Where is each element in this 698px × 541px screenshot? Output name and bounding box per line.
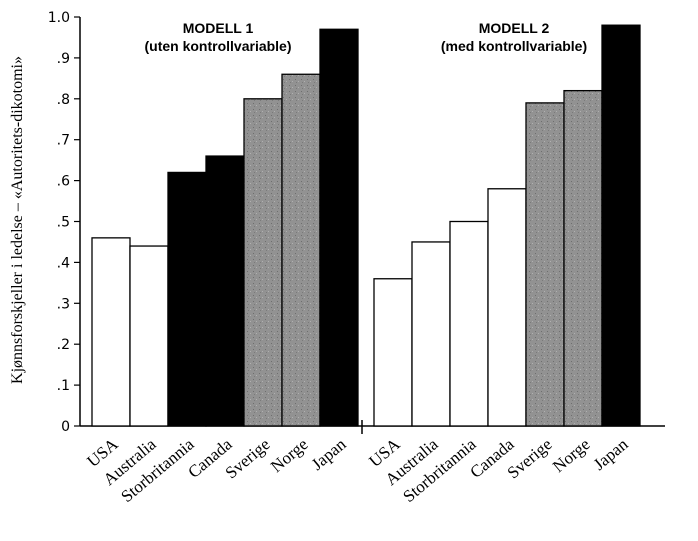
bar-japan [319, 28, 359, 427]
bar-canada [487, 188, 527, 427]
x-tick-label: Norge [267, 435, 312, 477]
y-tick-label: .5 [57, 215, 70, 231]
y-tick-label: .6 [57, 174, 70, 190]
bar-usa [91, 237, 131, 427]
y-tick-label: 1.0 [48, 10, 70, 26]
y-tick-label: .1 [57, 378, 70, 394]
y-tick-label: .8 [57, 92, 70, 108]
bar-japan [601, 24, 641, 427]
bar-usa [373, 278, 413, 427]
y-tick-label: .3 [57, 296, 70, 312]
x-tick-label: Norge [549, 435, 594, 477]
panel-1: MODELL 1(uten kontrollvariable)USAAustra… [83, 20, 359, 506]
x-tick-label: Japan [590, 434, 632, 474]
bar-sverige [243, 98, 283, 427]
bar-storbritannia [449, 220, 489, 427]
panel-subtitle: (med kontrollvariable) [441, 38, 587, 54]
y-tick-label: .9 [57, 51, 70, 67]
panel-title: MODELL 1 [183, 20, 254, 36]
panel-title: MODELL 2 [479, 20, 550, 36]
bar-norge [563, 89, 603, 427]
y-axis: 0 .1 .2 .3 .4 .5 .6 .7 .8 .9 1.0 [48, 10, 665, 435]
y-tick-label: .7 [57, 133, 70, 149]
y-tick-label: .2 [57, 337, 70, 353]
x-tick-label: Japan [308, 434, 350, 474]
y-axis-label: Kjønnsforskjeller i ledelse – «Autoritet… [9, 56, 26, 384]
bar-norge [281, 73, 321, 427]
y-tick-label: 0 [61, 419, 70, 435]
bar-sverige [525, 102, 565, 427]
bar-storbritannia [167, 171, 207, 427]
panel-subtitle: (uten kontrollvariable) [144, 38, 291, 54]
panel-2: MODELL 2(med kontrollvariable)USAAustral… [365, 20, 641, 506]
bar-canada [205, 155, 245, 427]
bar-australia [129, 245, 169, 427]
y-tick-label: .4 [57, 255, 70, 271]
bar-australia [411, 241, 451, 427]
